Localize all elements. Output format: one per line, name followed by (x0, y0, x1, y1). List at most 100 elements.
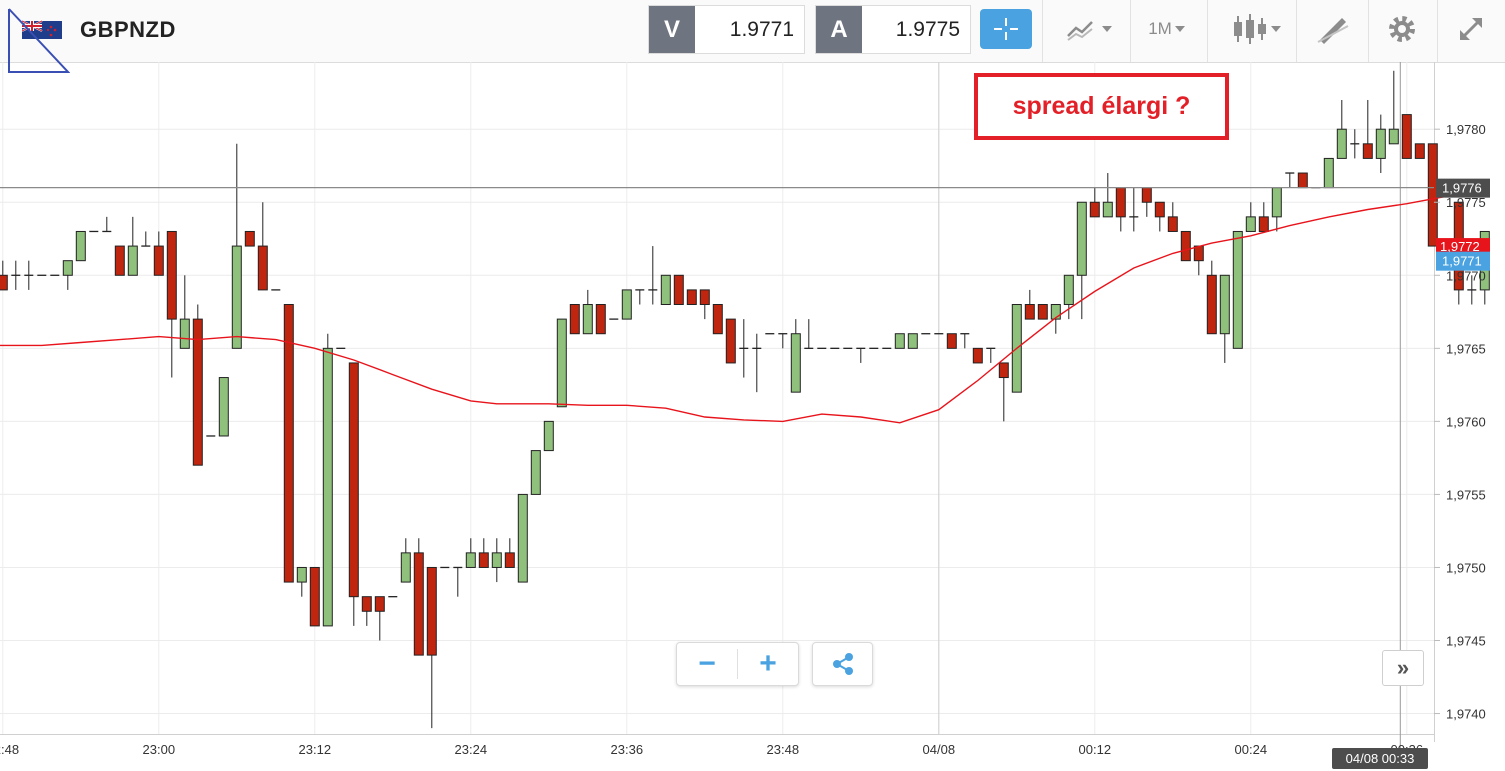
candle (374, 596, 385, 641)
indicators-button[interactable] (1050, 5, 1125, 52)
candle-body (504, 552, 515, 568)
candle (699, 289, 710, 320)
candle (752, 333, 762, 393)
candle (1154, 201, 1165, 232)
ask-price-marker (1436, 178, 1490, 198)
candle-body (1154, 201, 1165, 218)
candle (1167, 202, 1178, 232)
candle (1102, 173, 1113, 218)
zoom-in-button[interactable]: + (759, 647, 777, 680)
x-tick-label: 23:24 (455, 742, 488, 757)
candle-body (1076, 201, 1087, 276)
candlestick-icon (1233, 13, 1281, 44)
x-tick-label: 23:12 (299, 742, 332, 757)
candle-body (894, 333, 905, 349)
price-chart[interactable]: 1,9740 1,9745 1,9750 1,9755 1,9760 1,9765 1,97… (0, 62, 1505, 771)
candle-body (1024, 304, 1035, 320)
candle (1024, 289, 1035, 320)
candle-body (192, 318, 203, 466)
bid-label: V (649, 6, 695, 53)
candle (1089, 187, 1100, 218)
candle (960, 333, 970, 349)
candle (1414, 143, 1425, 159)
timeframe-button[interactable]: 1M (1135, 5, 1201, 52)
candle (725, 318, 736, 364)
candle (1285, 172, 1295, 188)
candle (1258, 202, 1269, 232)
candle (309, 566, 320, 627)
bid-price-box[interactable]: V 1.9771 (648, 5, 805, 54)
candle-body (725, 318, 736, 364)
zoom-out-button[interactable]: − (698, 647, 716, 680)
candle (453, 566, 463, 597)
candle-body (660, 274, 671, 306)
candle (166, 230, 177, 378)
candle-body (1323, 157, 1334, 189)
drawing-tools-button[interactable] (1300, 5, 1364, 52)
candle-body (543, 420, 554, 452)
candle-body (556, 318, 567, 408)
candle (11, 260, 21, 290)
ask-price-label: 1,9776 (1442, 181, 1482, 196)
candle (1180, 230, 1191, 262)
candle (322, 333, 333, 627)
logo-corner-icon (8, 8, 70, 73)
candle (686, 289, 697, 306)
candle-body (1258, 216, 1269, 232)
candle (946, 333, 957, 349)
candle (660, 274, 671, 306)
candle-body (413, 552, 424, 656)
candle (1350, 129, 1360, 159)
candle (1115, 187, 1126, 232)
ask-value: 1.9775 (895, 18, 960, 41)
candle (24, 260, 34, 290)
candle (1063, 274, 1074, 320)
separator (1207, 0, 1208, 62)
candle (348, 362, 359, 626)
candle-body (374, 596, 385, 612)
candle (1037, 304, 1048, 320)
candle (894, 333, 905, 349)
candle (998, 362, 1009, 422)
candle-body (244, 230, 255, 247)
hidden-price-label: 1,9772 (1440, 239, 1480, 254)
line-chart-icon (1066, 20, 1112, 41)
settings-button[interactable] (1372, 5, 1432, 52)
candle-body (998, 362, 1009, 379)
y-tick-label: 1,9740 (1446, 707, 1486, 722)
candle (141, 231, 151, 247)
candle (1336, 99, 1347, 159)
candle (1129, 187, 1139, 232)
candle (244, 230, 255, 247)
candle (504, 538, 515, 568)
candle (296, 566, 307, 597)
candle-body (1427, 143, 1438, 247)
y-tick-label: 1,9775 (1446, 195, 1486, 210)
candle-body (179, 318, 190, 349)
ask-price-box[interactable]: A 1.9775 (815, 5, 971, 54)
separator (737, 649, 738, 679)
candle (179, 275, 190, 349)
candle-body (153, 245, 164, 276)
candle (114, 245, 125, 276)
candle-body (1206, 274, 1217, 335)
chart-type-button[interactable] (1215, 5, 1290, 52)
candle-body (361, 596, 372, 612)
candle (413, 538, 424, 656)
crosshair-button[interactable] (980, 9, 1032, 49)
scroll-to-latest-button[interactable]: » (1382, 650, 1424, 686)
candle-body (218, 377, 229, 437)
candles (0, 70, 1490, 729)
candle (986, 347, 996, 363)
candle-body (1362, 143, 1373, 159)
candle-body (0, 274, 8, 291)
candle (1050, 304, 1061, 334)
share-button[interactable] (812, 642, 873, 686)
fullscreen-button[interactable] (1440, 5, 1502, 52)
y-tick-label: 1,9770 (1446, 268, 1486, 283)
candle (478, 538, 489, 568)
candle (543, 420, 554, 452)
candle (1141, 187, 1152, 217)
candle-body (1271, 187, 1282, 218)
candle-body (712, 304, 723, 335)
